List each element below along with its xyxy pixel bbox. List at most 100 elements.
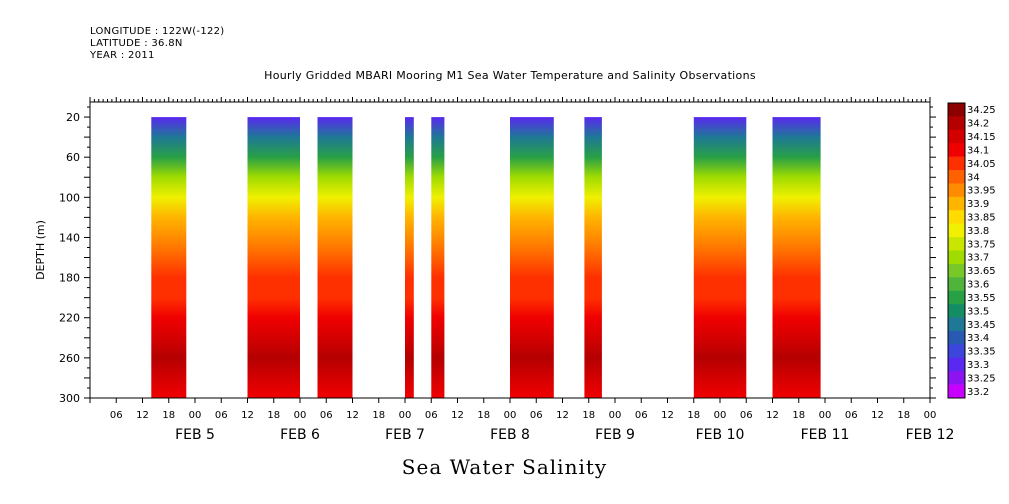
x-hour-tick-label: 00	[714, 410, 727, 421]
colorbar-swatch	[948, 317, 965, 332]
x-date-label: FEB 5	[175, 427, 215, 443]
x-hour-tick-label: 00	[294, 410, 307, 421]
data-window	[510, 117, 554, 398]
axes: 06 12 18 00 06 12 18 00 06 12 18 00 06 12 18 00 06 12 18 00…	[59, 97, 954, 443]
colorbar-frame	[947, 102, 966, 399]
x-hour-tick-label: 18	[267, 410, 280, 421]
x-hour-tick-label: 18	[477, 410, 490, 421]
colorbar-swatch	[948, 156, 965, 171]
data-window	[151, 117, 187, 398]
y-tick-label: 140	[59, 231, 80, 244]
colorbar-label: 33.95	[967, 186, 996, 197]
x-hour-tick-label: 12	[766, 410, 779, 421]
y-tick-label: 60	[66, 151, 80, 164]
colorbar-swatch	[948, 223, 965, 238]
colorbar-swatch	[948, 263, 965, 278]
data-window	[772, 117, 821, 398]
colorbar-label: 34.1	[967, 145, 989, 156]
colorbar-label: 34	[967, 172, 980, 183]
x-date-label: FEB 6	[280, 427, 320, 443]
latitude-label: LATITUDE : 36.8N	[90, 38, 183, 49]
x-hour-tick-label: 18	[372, 410, 385, 421]
colorbar-label: 34.25	[967, 105, 996, 116]
x-hour-tick-label: 00	[819, 410, 832, 421]
colorbar-label: 33.5	[967, 306, 989, 317]
x-hour-tick-label: 06	[740, 410, 753, 421]
x-date-label: FEB 7	[385, 427, 425, 443]
colorbar-swatch	[948, 384, 965, 399]
x-hour-tick-label: 06	[845, 410, 858, 421]
colorbar-swatch	[948, 304, 965, 318]
data-window	[247, 117, 300, 398]
x-date-label: FEB 10	[696, 427, 745, 443]
x-hour-tick-label: 12	[451, 410, 464, 421]
colorbar-label: 33.8	[967, 226, 989, 237]
x-hour-tick-label: 06	[425, 410, 438, 421]
data-window	[431, 117, 445, 398]
colorbar-label: 33.6	[967, 280, 989, 291]
colorbar-swatch	[948, 371, 965, 385]
colorbar-swatch	[948, 143, 965, 157]
year-label: YEAR : 2011	[90, 50, 155, 61]
x-hour-tick-label: 18	[582, 410, 595, 421]
x-hour-tick-label: 18	[687, 410, 700, 421]
x-hour-tick-label: 18	[162, 410, 175, 421]
plot-area	[151, 117, 821, 398]
colorbar-label: 33.3	[967, 360, 989, 371]
y-tick-label: 260	[59, 352, 80, 365]
x-hour-tick-label: 12	[136, 410, 149, 421]
x-date-label: FEB 8	[490, 427, 530, 443]
x-hour-tick-label: 00	[609, 410, 622, 421]
colorbar-swatch	[948, 129, 965, 144]
colorbar-label: 34.05	[967, 159, 996, 170]
x-hour-tick-label: 06	[215, 410, 228, 421]
colorbar-swatch	[948, 103, 965, 117]
colorbar-label: 33.4	[967, 333, 989, 344]
colorbar-label: 33.35	[967, 347, 996, 358]
colorbar-swatch	[948, 330, 965, 345]
colorbar-swatch	[948, 344, 965, 359]
colorbar-label: 33.7	[967, 253, 989, 264]
colorbar-label: 33.65	[967, 266, 996, 277]
x-hour-tick-label: 18	[897, 410, 910, 421]
y-tick-label: 20	[66, 111, 80, 124]
colorbar-swatch	[948, 357, 965, 372]
data-window	[405, 117, 414, 398]
x-hour-tick-label: 06	[110, 410, 123, 421]
y-tick-label: 300	[59, 392, 80, 405]
x-hour-tick-label: 06	[530, 410, 543, 421]
data-window	[584, 117, 602, 398]
colorbar-label: 33.45	[967, 320, 996, 331]
colorbar-swatch	[948, 170, 965, 184]
x-hour-tick-label: 06	[320, 410, 333, 421]
colorbar-label: 34.15	[967, 132, 996, 143]
y-tick-label: 220	[59, 312, 80, 325]
data-window	[693, 117, 747, 398]
colorbar-swatch	[948, 290, 965, 305]
data-window	[317, 117, 353, 398]
x-hour-tick-label: 12	[346, 410, 359, 421]
colorbar-swatch	[948, 250, 965, 265]
colorbar-label: 33.85	[967, 212, 996, 223]
colorbar-label: 33.55	[967, 293, 996, 304]
colorbar-swatch	[948, 277, 965, 292]
longitude-label: LONGITUDE : 122W(-122)	[90, 26, 225, 37]
x-hour-tick-label: 00	[189, 410, 202, 421]
colorbar: 34.25 34.2 34.15 34.1 34.05 34 33.95 33.9 33.85 3…	[947, 102, 996, 399]
x-hour-tick-label: 06	[635, 410, 648, 421]
x-date-label: FEB 9	[595, 427, 635, 443]
x-hour-tick-label: 00	[504, 410, 517, 421]
colorbar-swatch	[948, 196, 965, 211]
colorbar-label: 33.25	[967, 373, 996, 384]
x-hour-tick-label: 00	[399, 410, 412, 421]
colorbar-swatch	[948, 237, 965, 251]
colorbar-swatch	[948, 116, 965, 131]
y-tick-label: 180	[59, 272, 80, 285]
y-axis-label: DEPTH (m)	[34, 220, 47, 280]
y-tick-label: 100	[59, 191, 80, 204]
variable-label: Sea Water Salinity	[401, 455, 608, 479]
colorbar-label: 33.2	[967, 387, 989, 398]
chart-title: Hourly Gridded MBARI Mooring M1 Sea Wate…	[264, 69, 756, 82]
x-date-label: FEB 11	[801, 427, 850, 443]
colorbar-swatch	[948, 183, 965, 198]
